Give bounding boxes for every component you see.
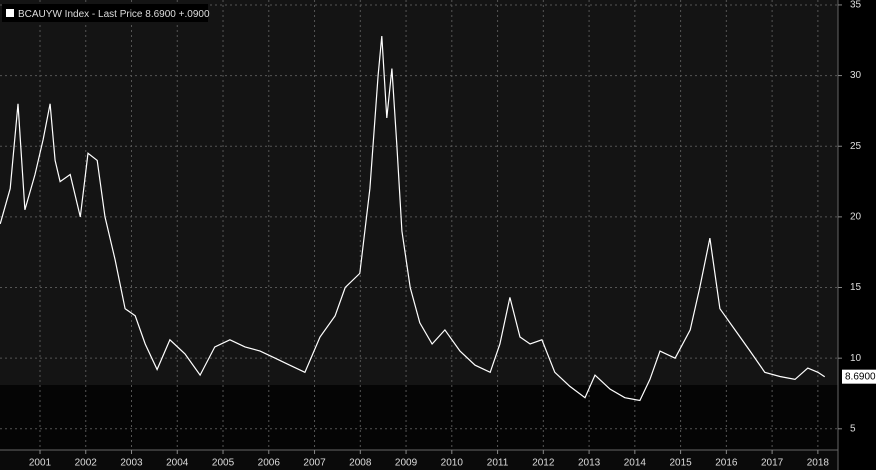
x-tick-label: 2018 <box>807 458 830 469</box>
plot-band <box>0 385 838 450</box>
x-tick-label: 2006 <box>258 458 281 469</box>
x-tick-label: 2015 <box>669 458 692 469</box>
last-price-box <box>842 369 876 384</box>
legend-swatch <box>6 9 14 17</box>
x-tick-label: 2013 <box>578 458 601 469</box>
y-tick-label: 10 <box>850 353 862 364</box>
legend-text: BCAUYW Index - Last Price 8.6900 +.0900 <box>18 9 210 20</box>
y-tick-label: 30 <box>850 70 862 81</box>
x-tick-label: 2004 <box>166 458 189 469</box>
y-tick-label: 20 <box>850 212 862 223</box>
x-tick-label: 2003 <box>120 458 143 469</box>
legend: BCAUYW Index - Last Price 8.6900 +.0900 <box>2 4 210 22</box>
plot-background <box>0 0 838 450</box>
x-tick-label: 2001 <box>29 458 52 469</box>
x-tick-label: 2007 <box>303 458 326 469</box>
y-tick-label: 5 <box>850 423 856 434</box>
x-tick-label: 2016 <box>715 458 738 469</box>
x-tick-label: 2012 <box>532 458 555 469</box>
x-tick-label: 2002 <box>75 458 98 469</box>
y-tick-label: 15 <box>850 282 862 293</box>
y-tick-label: 35 <box>850 0 862 11</box>
y-tick-label: 25 <box>850 141 862 152</box>
x-tick-label: 2017 <box>761 458 784 469</box>
x-tick-label: 2011 <box>487 458 509 469</box>
legend-box <box>2 4 208 22</box>
x-tick-label: 2010 <box>441 458 464 469</box>
legend-name: BCAUYW Index - Last Price <box>18 9 143 20</box>
series-line <box>0 35 826 402</box>
x-tick-label: 2014 <box>624 458 647 469</box>
legend-last: 8.6900 <box>145 9 176 20</box>
x-tick-label: 2009 <box>395 458 418 469</box>
last-price-label: 8.6900 <box>845 371 876 382</box>
x-tick-label: 2008 <box>349 458 372 469</box>
x-tick-label: 2005 <box>212 458 235 469</box>
legend-change: +.0900 <box>179 9 210 20</box>
x-axis-band <box>0 450 838 470</box>
